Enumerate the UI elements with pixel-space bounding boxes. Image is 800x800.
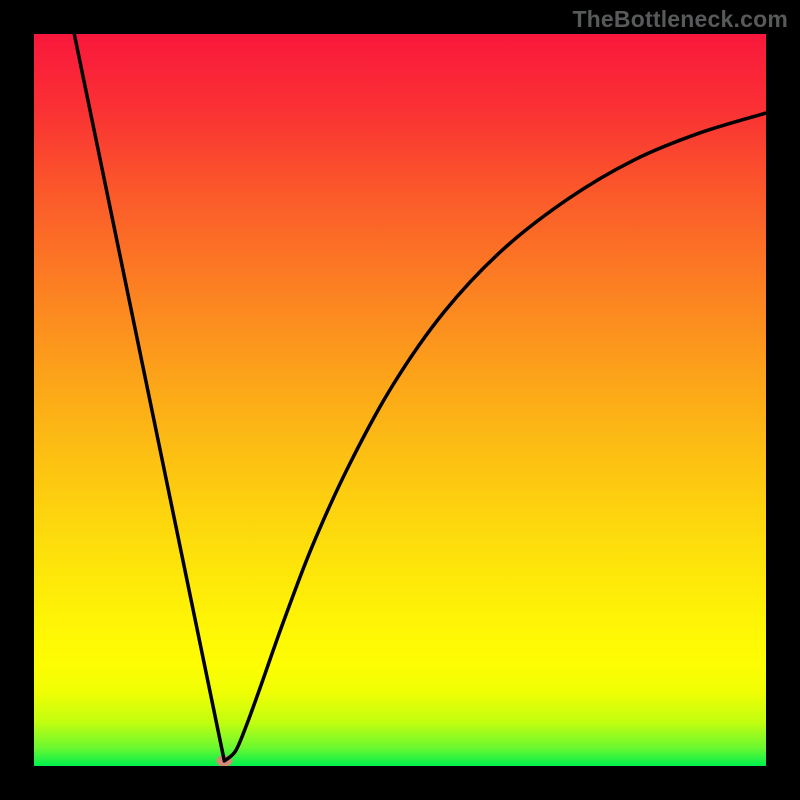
bottleneck-curve (34, 34, 766, 766)
watermark-text: TheBottleneck.com (572, 6, 788, 33)
curve-path (74, 34, 766, 761)
chart-frame: TheBottleneck.com (0, 0, 800, 800)
plot-area (34, 34, 766, 766)
